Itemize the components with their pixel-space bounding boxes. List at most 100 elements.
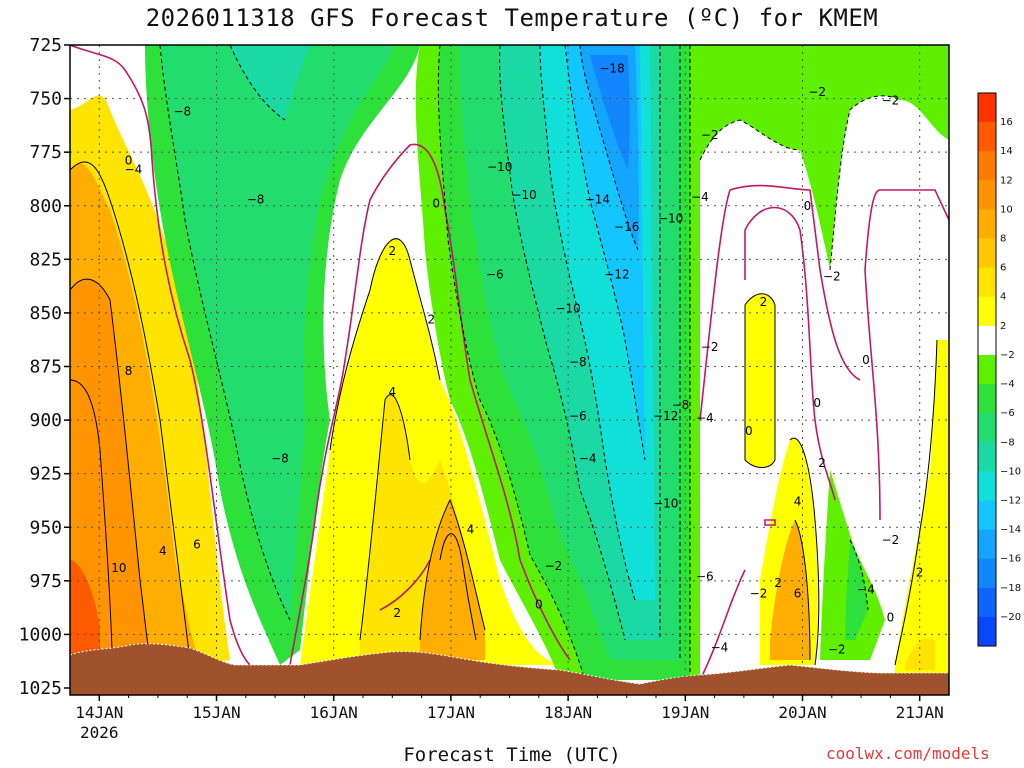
y-tick-label: 850 <box>29 303 62 324</box>
ground-edge <box>70 643 949 685</box>
contour-label: 2 <box>774 576 782 590</box>
cold-region-2-h <box>590 55 630 170</box>
y-tick-label: 825 <box>29 249 62 270</box>
contour-label: 4 <box>159 544 167 558</box>
y-tick-label: 950 <box>29 517 62 538</box>
contour-label: 2 <box>760 295 768 309</box>
y-axis: 725 750 775 800 825 850 875 900 925 950 975 1000 102… <box>19 35 70 699</box>
y-tick-label: 750 <box>29 89 62 110</box>
x-tick-label: 19JAN <box>661 703 709 722</box>
y-tick-label: 800 <box>29 196 62 217</box>
contour-label: 0 <box>125 154 133 168</box>
contour-label: 10 <box>111 561 126 575</box>
colorbar-swatch <box>978 296 996 327</box>
contour-label: −8 <box>247 192 265 206</box>
credit-link[interactable]: coolwx.com/models <box>826 744 990 763</box>
y-tick-label: 1000 <box>19 624 62 645</box>
warm-region-mid-3 <box>420 500 485 660</box>
y-tick-label: 925 <box>29 464 62 485</box>
contour-label: −2 <box>808 85 826 99</box>
colorbar-swatch <box>978 267 996 298</box>
contour-label: 0 <box>535 597 543 611</box>
x-tick-sublabel: 2026 <box>80 723 119 742</box>
x-tick-label: 21JAN <box>896 703 944 722</box>
contour-labels: 0−4−8−8−80224−6−10−10−18−14−16−12−10−8−6… <box>111 62 923 657</box>
colorbar-swatch <box>978 529 996 560</box>
contour-label: −4 <box>691 190 709 204</box>
contour-label: 0 <box>862 353 870 367</box>
colorbar-label: 16 <box>1000 117 1013 128</box>
colorbar-swatch <box>978 442 996 472</box>
contour-label: 2 <box>916 565 924 579</box>
ground-terrain <box>70 643 949 695</box>
contour-label: 0 <box>432 197 440 211</box>
colorbar-swatch <box>978 558 996 589</box>
contour-label: 4 <box>388 385 396 399</box>
warm-region-left-hot <box>70 279 150 680</box>
contour-label: −4 <box>857 582 875 596</box>
contour-label: 4 <box>794 495 802 509</box>
cold-contours <box>159 45 901 681</box>
colorbar-label: −10 <box>1000 466 1021 477</box>
y-tick-label: 875 <box>29 357 62 378</box>
x-tick-label: 20JAN <box>778 703 826 722</box>
contour-label: −4 <box>696 411 714 425</box>
cold-region-1-inner <box>160 45 395 620</box>
warm-region-r4 <box>895 340 949 680</box>
x-tick-label: 17JAN <box>427 703 475 722</box>
contour-label: −2 <box>823 269 841 283</box>
contour-label: 0 <box>887 610 895 624</box>
x-tick-label: 16JAN <box>310 703 358 722</box>
colorbar-label: 10 <box>1000 204 1013 215</box>
colorbar-swatch <box>978 500 996 531</box>
contour-label: −14 <box>585 192 610 206</box>
contour-label: −6 <box>486 267 504 281</box>
contour-label: 4 <box>467 522 475 536</box>
colorbar-label: −16 <box>1000 554 1021 565</box>
contour-label: 0 <box>804 199 812 213</box>
x-tick-label: 15JAN <box>192 703 240 722</box>
colorbar-swatch <box>978 180 996 210</box>
cold-region-1-core <box>230 45 310 120</box>
warm-region-left-peak <box>70 560 100 680</box>
contour-label: −8 <box>672 398 690 412</box>
contour-label: −6 <box>569 409 587 423</box>
y-tick-label: 775 <box>29 142 62 163</box>
contour-label: −10 <box>555 302 580 316</box>
contour-label: −8 <box>271 452 289 466</box>
colorbar-label: −18 <box>1000 583 1021 594</box>
colorbar-label: 2 <box>1000 321 1006 332</box>
colorbar-label: −12 <box>1000 495 1021 506</box>
contour-label: 6 <box>193 537 201 551</box>
contour-label: 0 <box>745 424 753 438</box>
contour-label: −12 <box>604 267 629 281</box>
colorbar-swatch <box>978 93 996 123</box>
warm-contours <box>70 161 938 666</box>
colorbar: 16 14 12 10 8 6 4 2 −2 −4 −6 −8 −10 −12 −14 −16 −18 −20 <box>977 92 1021 647</box>
contour-label: −2 <box>828 642 846 656</box>
colorbar-swatch <box>978 384 996 414</box>
colorbar-label: 12 <box>1000 175 1013 186</box>
contour-label: −12 <box>653 409 678 423</box>
chart-title: 2026011318 GFS Forecast Temperature (ºC)… <box>145 4 879 32</box>
contour-label: 2 <box>388 244 396 258</box>
contour-label: −2 <box>701 340 719 354</box>
colorbar-swatch <box>978 238 996 269</box>
contour-label: −2 <box>882 533 900 547</box>
contour-label: −16 <box>614 220 639 234</box>
contour-label: −4 <box>579 452 597 466</box>
y-tick-label: 725 <box>29 35 62 56</box>
contour-label: −2 <box>545 559 563 573</box>
colorbar-swatch <box>978 413 996 443</box>
colorbar-swatch <box>978 325 996 356</box>
colorbar-label: −8 <box>1000 437 1015 448</box>
contour-label: −8 <box>569 355 587 369</box>
warm-region-mid <box>300 238 560 665</box>
colorbar-label: 6 <box>1000 263 1006 274</box>
zero-contours <box>70 45 949 681</box>
warm-region-r3 <box>770 520 810 660</box>
contour-label: −2 <box>701 128 719 142</box>
colorbar-label: −2 <box>1000 350 1015 361</box>
colorbar-label: −20 <box>1000 612 1021 623</box>
colorbar-label: −14 <box>1000 525 1021 536</box>
